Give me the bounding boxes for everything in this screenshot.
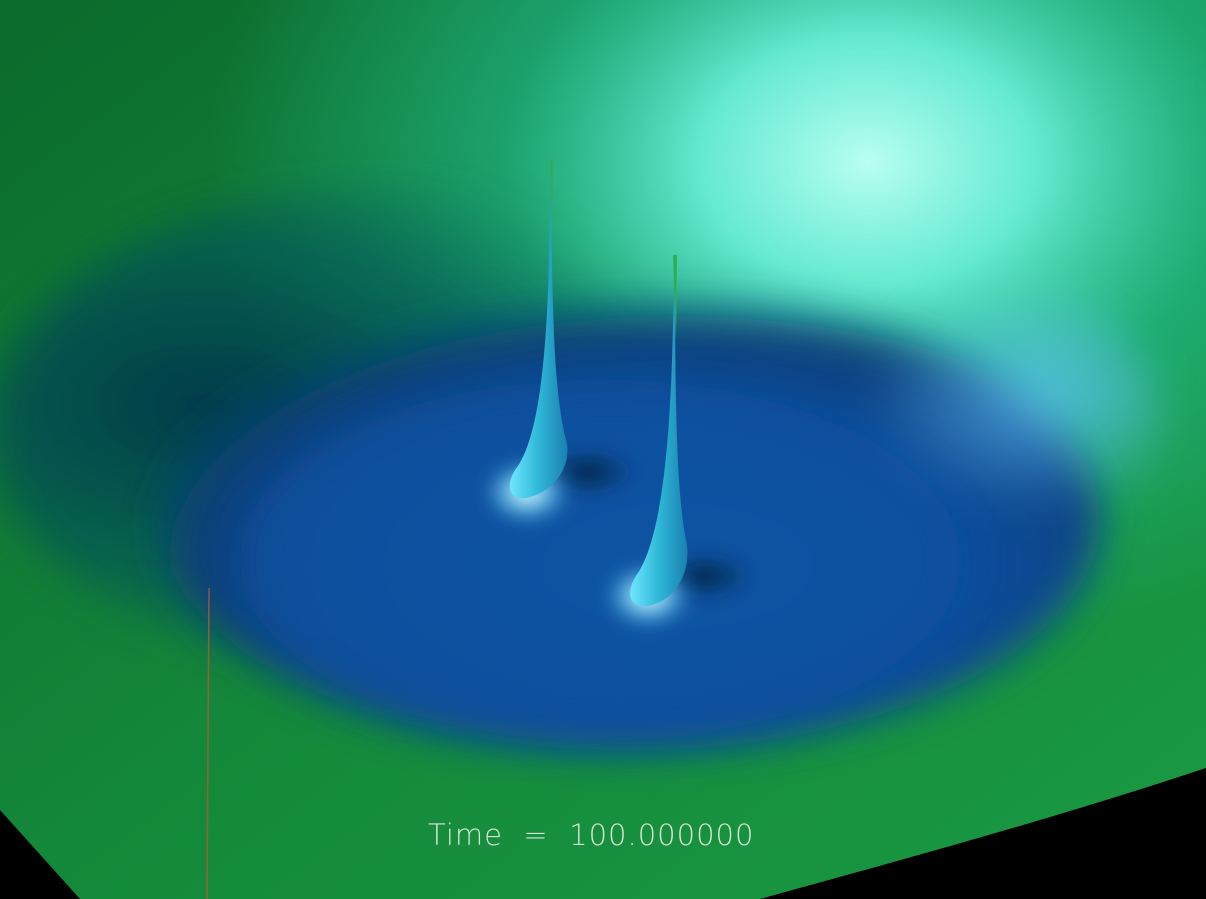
rim-light [640, 250, 1160, 590]
spike-left [509, 160, 568, 499]
axis-line [206, 587, 210, 899]
spike-right-tip [673, 255, 677, 340]
time-readout: Time = 100.000000 [428, 818, 755, 852]
spike-left-tip [550, 160, 553, 250]
spike-right [630, 255, 688, 607]
